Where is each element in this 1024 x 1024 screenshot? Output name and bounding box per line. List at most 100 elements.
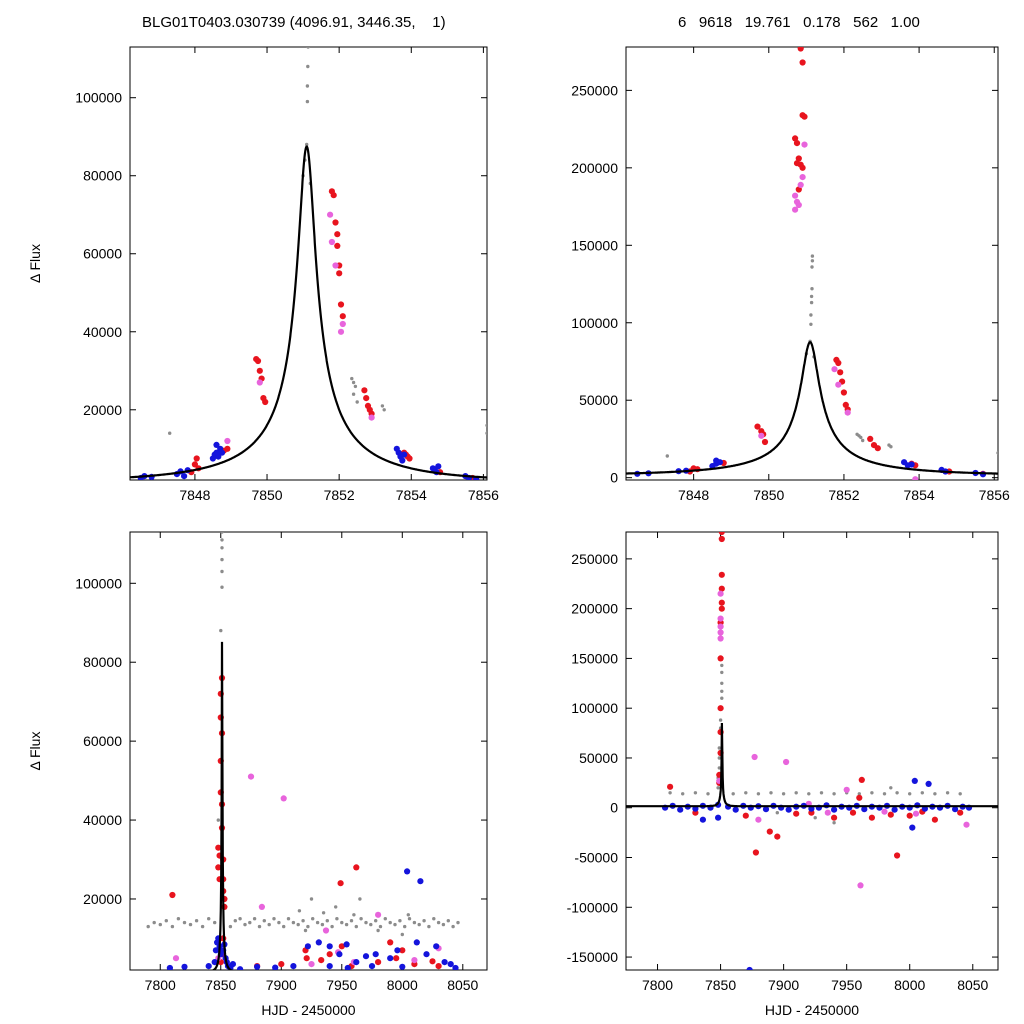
data-point-grey (400, 932, 404, 937)
y-tick-label: 100000 (571, 315, 618, 331)
data-point-grey (176, 917, 181, 921)
data-point-magenta (824, 809, 831, 816)
data-point-grey (681, 792, 685, 796)
data-point-grey (717, 746, 721, 750)
y-axis-label: Δ Flux (27, 732, 43, 771)
data-point-red (793, 810, 800, 817)
data-point-grey (220, 546, 224, 550)
chart-panel-top-right: 7848 7850 7852 7854 7856 0 50000 100000 150000 20… (571, 46, 1010, 503)
data-point-grey (369, 922, 373, 927)
data-point-grey (412, 920, 417, 925)
data-point-red (330, 192, 337, 199)
x-tick-label: 7900 (266, 977, 297, 993)
data-point-grey (958, 792, 962, 796)
data-point-blue (181, 963, 188, 970)
plot-frame (129, 531, 488, 971)
data-point-grey (352, 913, 356, 917)
data-point-grey (374, 919, 378, 923)
data-point-magenta (792, 206, 799, 213)
data-point-grey (859, 435, 863, 440)
data-point-blue (368, 963, 376, 970)
data-point-grey (164, 919, 168, 923)
data-point-blue (399, 457, 406, 464)
data-point-grey (170, 924, 175, 929)
data-point-magenta (368, 414, 375, 421)
data-point-grey (146, 924, 150, 929)
data-point-grey (775, 811, 779, 815)
data-point-grey (330, 924, 334, 929)
data-point-grey (810, 287, 814, 291)
data-point-magenta (857, 882, 864, 889)
data-point-grey (194, 919, 199, 923)
data-point-red (215, 844, 222, 851)
data-point-red (874, 445, 881, 452)
data-point-magenta (799, 174, 806, 181)
data-point-grey (233, 919, 237, 923)
data-point-grey (668, 791, 672, 795)
x-tick-label: 7850 (705, 977, 736, 993)
data-point-magenta (751, 753, 758, 761)
data-point-grey (216, 818, 220, 822)
y-tick-label: -50000 (574, 850, 618, 866)
data-point-grey (451, 924, 455, 929)
data-point-grey (213, 920, 217, 925)
data-point-grey (311, 917, 315, 921)
data-point-red (718, 599, 725, 606)
data-point-grey (277, 920, 281, 925)
data-point-blue (404, 868, 411, 875)
chart-panel-bottom-right: 7800 7850 7900 7950 8000 8050 -150000 -100000 -5… (567, 531, 999, 1018)
y-tick-label: 250000 (571, 551, 618, 567)
data-point-red (353, 864, 360, 871)
data-point-grey (334, 905, 338, 909)
data-point-grey (996, 451, 998, 455)
data-point-blue (205, 963, 212, 970)
data-point-grey (382, 408, 386, 412)
data-point-red (742, 812, 749, 819)
data-point-red (667, 783, 674, 790)
data-point-grey (717, 756, 721, 760)
data-point-red (254, 357, 262, 365)
data-point-red (792, 135, 799, 142)
data-point-grey (282, 924, 286, 929)
data-point-magenta (322, 927, 330, 934)
data-point-red (856, 794, 863, 801)
data-point-grey (296, 922, 300, 927)
model-curve (130, 145, 487, 479)
data-point-blue (891, 806, 898, 813)
plot-frame (129, 46, 488, 481)
data-point-grey (720, 670, 724, 675)
data-point-red (718, 532, 725, 536)
data-point-magenta (912, 476, 919, 480)
data-point-red (169, 891, 176, 899)
data-point-magenta (375, 911, 382, 918)
data-point-magenta (280, 795, 287, 802)
data-point-red (278, 961, 285, 968)
y-tick-label: 60000 (83, 733, 122, 749)
data-point-grey (810, 265, 814, 269)
data-point-grey (252, 917, 257, 921)
data-point-red (429, 958, 436, 965)
data-point-grey (335, 917, 339, 921)
data-point-magenta (172, 955, 180, 962)
data-point-grey (376, 928, 380, 933)
data-point-blue (417, 878, 424, 885)
data-point-grey (354, 924, 358, 929)
data-point-blue (447, 961, 454, 968)
data-point-red (793, 140, 801, 147)
data-point-blue (229, 961, 236, 968)
data-point-blue (861, 806, 868, 813)
data-point-red (262, 398, 269, 406)
data-point-blue (218, 449, 226, 456)
data-point-grey (301, 919, 305, 923)
data-point-grey (403, 924, 407, 929)
data-point-blue (762, 806, 770, 813)
data-point-red (191, 461, 198, 468)
data-point-grey (813, 816, 817, 820)
data-point-blue (237, 966, 244, 970)
data-point-blue (677, 806, 684, 813)
data-point-blue (452, 964, 459, 970)
chart-panel-top-left: 7848 7850 7852 7854 7856 20000 40000 60000 80000… (27, 46, 499, 503)
data-point-grey (720, 689, 724, 693)
x-tick-label: 7848 (179, 487, 210, 503)
y-tick-label: 0 (610, 470, 618, 486)
